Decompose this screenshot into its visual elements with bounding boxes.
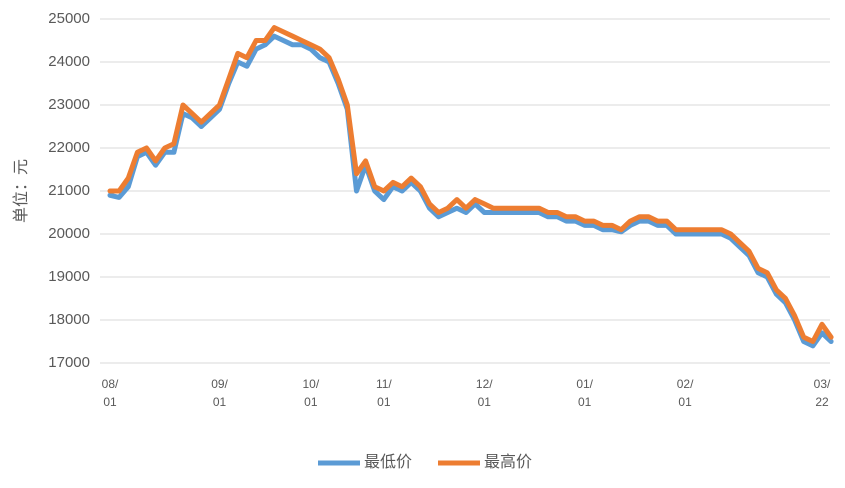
series-line: [107, 25, 834, 344]
x-tick-label: 10/01: [302, 377, 319, 409]
y-axis-label: 单位：元: [12, 159, 30, 223]
x-tick-label: 02/01: [677, 377, 694, 409]
y-tick-label: 18000: [48, 311, 90, 328]
x-tick-label: 01/01: [576, 377, 593, 409]
y-tick-label: 21000: [48, 182, 90, 199]
x-tick-label: 09/01: [211, 377, 228, 409]
y-tick-label: 24000: [48, 53, 90, 70]
y-tick-label: 25000: [48, 10, 90, 27]
y-tick-label: 19000: [48, 268, 90, 285]
legend-label: 最低价: [364, 453, 412, 471]
x-tick-label: 11/01: [376, 377, 392, 409]
y-tick-label: 17000: [48, 354, 90, 371]
x-tick-label: 03/22: [814, 377, 831, 409]
y-tick-label: 23000: [48, 96, 90, 113]
y-tick-label: 22000: [48, 139, 90, 156]
y-tick-label: 20000: [48, 225, 90, 242]
legend-label: 最高价: [484, 453, 532, 471]
x-tick-label: 12/01: [476, 377, 493, 409]
x-tick-label: 08/01: [102, 377, 119, 409]
